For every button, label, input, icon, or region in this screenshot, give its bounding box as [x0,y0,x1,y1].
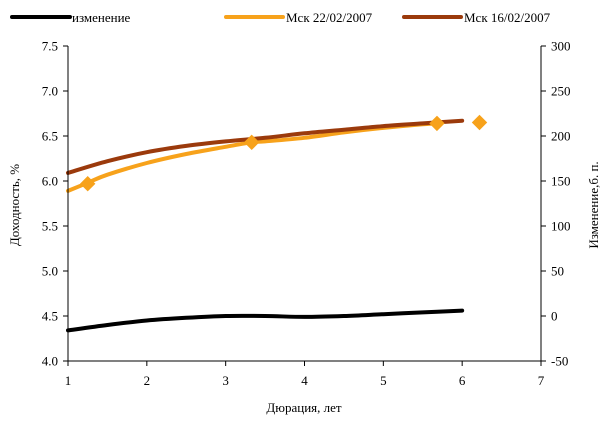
y-right-tick-label: 0 [551,309,558,324]
y-left-axis-label: Доходность, % [7,164,22,246]
legend-label-msk-22-02-2007: Мск 22/02/2007 [286,10,373,25]
y-left-tick-label: 5.0 [42,264,58,279]
x-tick-label: 2 [144,373,151,388]
y-right-tick-label: 100 [551,219,571,234]
y-left-tick-label: 6.0 [42,174,58,189]
x-tick-label: 5 [380,373,387,388]
series-line-msk-16-02-2007 [66,118,465,175]
y-left-tick-label: 6.5 [42,129,58,144]
x-tick-label: 6 [459,373,466,388]
y-right-tick-label: 150 [551,174,571,189]
plot-area [66,114,488,333]
y-right-axis-label: Изменение,б. п. [586,161,601,248]
y-left-tick-label: 5.5 [42,219,58,234]
data-point-marker [429,115,445,132]
y-right-tick-label: -50 [551,354,568,369]
y-left-tick-label: 7.5 [42,39,58,54]
axes: 1 2 3 4 5 6 7 4.0 4.5 5.0 5.5 6.0 6.5 7.0 7.5 -50 0 50 100… [42,39,571,389]
series-line-change [66,308,465,333]
data-point-marker [80,175,96,192]
y-right-tick-label: 250 [551,84,571,99]
y-right-tick-label: 300 [551,39,571,54]
legend: изменение Мск 22/02/2007 Мск 16/02/2007 [10,10,551,25]
y-right-tick-label: 200 [551,129,571,144]
data-point-marker [471,114,488,131]
legend-label-change: изменение [72,10,131,25]
x-axis-label: Дюрация, лет [266,400,342,415]
x-tick-label: 1 [65,373,72,388]
y-left-tick-label: 4.5 [42,309,58,324]
y-left-tick-label: 4.0 [42,354,58,369]
y-right-tick-label: 50 [551,264,564,279]
legend-label-msk-16-02-2007: Мск 16/02/2007 [464,10,551,25]
x-tick-label: 7 [538,373,545,388]
y-left-tick-label: 7.0 [42,84,58,99]
x-tick-label: 4 [301,373,308,388]
x-tick-label: 3 [222,373,229,388]
data-point-marker [243,134,260,151]
